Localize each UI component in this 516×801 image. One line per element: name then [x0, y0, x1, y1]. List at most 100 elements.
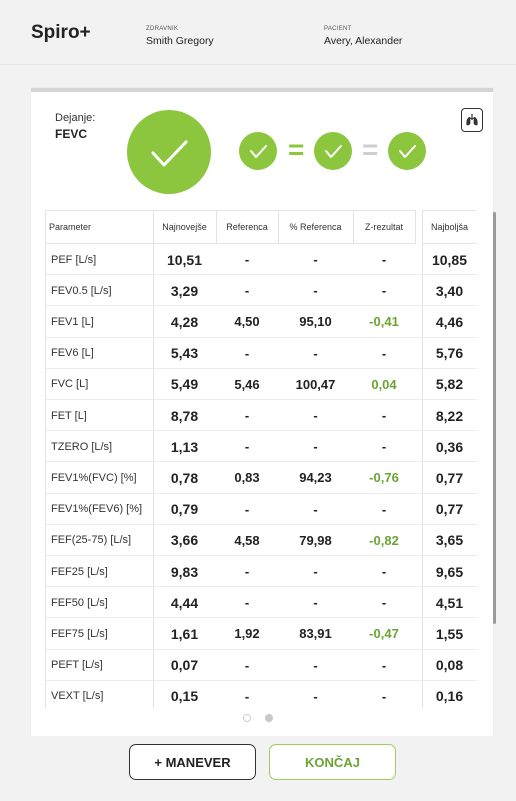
row-latest: 8,78 [170, 407, 199, 424]
results-table[interactable]: Parameter Najnovejše Referenca % Referen… [45, 210, 477, 708]
row-percent-reference: 95,10 [299, 314, 332, 330]
row-z-score: - [381, 501, 387, 517]
row-percent-reference: 79,98 [299, 532, 332, 548]
row-percent-reference: - [313, 345, 318, 361]
trial-2-check-icon [314, 132, 352, 170]
row-param: FEV6 [L] [51, 347, 94, 360]
row-best: 0,08 [435, 657, 464, 674]
app-title: Spiro+ [31, 22, 91, 43]
table-row: FEV1%(FEV6) [%] 0,79 - - - 0,77 [45, 494, 477, 525]
grid-line [278, 210, 279, 244]
table-row: FEF25 [L/s] 9,83 - - - 9,65 [45, 556, 477, 588]
table-scrollbar[interactable] [493, 212, 496, 624]
table-row: FEV6 [L] 5,43 - - - 5,76 [45, 338, 477, 369]
equals-sign-match: = [288, 134, 305, 165]
row-best: 5,82 [435, 376, 464, 393]
row-best: 4,51 [435, 594, 464, 611]
row-param: FEV1%(FVC) [%] [51, 471, 137, 484]
row-reference: 0,83 [234, 470, 260, 486]
trial-3-check-icon [388, 132, 426, 170]
row-percent-reference: - [313, 408, 318, 423]
table-row: FVC [L] 5,49 5,46 100,47 0,04 5,82 [45, 369, 477, 400]
table-row: FEF50 [L/s] 4,44 - - - 4,51 [45, 587, 477, 619]
row-percent-reference: - [313, 283, 318, 299]
patient-info: PACIENT Avery, Alexander [324, 26, 402, 47]
row-param: FEF75 [L/s] [51, 627, 108, 640]
row-percent-reference: - [313, 595, 318, 611]
row-best: 0,77 [435, 469, 464, 486]
row-best: 10,85 [431, 251, 468, 268]
row-latest: 3,66 [170, 532, 199, 549]
row-param: PEFT [L/s] [51, 659, 103, 672]
header-percent-reference: % Referenca [278, 210, 353, 244]
row-latest: 3,29 [170, 282, 199, 299]
table-row: TZERO [L/s] 1,13 - - - 0,36 [45, 431, 477, 463]
row-z-score: -0,82 [369, 532, 399, 548]
row-z-score: - [381, 688, 387, 704]
row-latest: 0,15 [170, 688, 199, 705]
table-row: FEF(25-75) [L/s] 3,66 4,58 79,98 -0,82 3,65 [45, 525, 477, 556]
row-param: FEF25 [L/s] [51, 565, 108, 578]
row-z-score: - [381, 283, 387, 299]
row-best: 5,76 [435, 345, 464, 362]
grid-line [216, 210, 217, 244]
table-row: FEV0.5 [L/s] 3,29 - - - 3,40 [45, 275, 477, 307]
doctor-info: ZDRAVNIK Smith Gregory [146, 26, 214, 47]
row-z-score: - [381, 564, 387, 579]
add-maneuver-button[interactable]: + MANEVER [129, 744, 256, 780]
row-best: 4,46 [435, 313, 464, 330]
row-best: 3,65 [435, 532, 464, 549]
row-reference: - [244, 564, 250, 579]
table-row: PEFT [L/s] 0,07 - - - 0,08 [45, 650, 477, 681]
row-z-score: -0,47 [369, 626, 399, 642]
lungs-icon-button[interactable] [461, 108, 483, 132]
row-best: 9,65 [435, 563, 464, 580]
table-row: FEF75 [L/s] 1,61 1,92 83,91 -0,47 1,55 [45, 618, 477, 650]
row-percent-reference: - [313, 501, 318, 517]
row-param: FEV0.5 [L/s] [51, 284, 112, 297]
row-param: FVC [L] [51, 378, 89, 391]
row-param: VEXT [L/s] [51, 690, 104, 703]
row-reference: - [244, 501, 250, 517]
page-dot-1[interactable] [243, 714, 251, 722]
lungs-icon [466, 114, 478, 126]
row-param: PEF [L/s] [51, 253, 97, 266]
table-row: VEXT [L/s] 0,15 - - - 0,16 [45, 681, 477, 708]
row-z-score: - [381, 408, 387, 423]
overall-check-icon [127, 110, 211, 194]
trial-1-check-icon [239, 132, 277, 170]
row-reference: 4,50 [234, 314, 260, 330]
row-latest: 1,13 [170, 438, 199, 455]
grid-line [353, 210, 354, 244]
header-z-score: Z-rezultat [353, 210, 415, 244]
doctor-name: Smith Gregory [146, 35, 214, 47]
header-reference: Referenca [216, 210, 278, 244]
row-latest: 5,43 [170, 345, 199, 362]
row-percent-reference: 94,23 [299, 470, 332, 486]
grid-line [415, 210, 416, 244]
row-z-score: - [381, 595, 387, 611]
row-latest: 0,07 [170, 657, 199, 674]
row-percent-reference: - [313, 564, 318, 579]
row-z-score: -0,76 [369, 470, 399, 486]
grid-line [153, 210, 154, 708]
row-reference: - [244, 439, 250, 455]
row-latest: 0,79 [170, 501, 199, 518]
row-latest: 9,83 [170, 563, 199, 580]
table-row: FET [L] 8,78 - - - 8,22 [45, 400, 477, 432]
row-param: FEF(25-75) [L/s] [51, 534, 132, 547]
doctor-label: ZDRAVNIK [146, 26, 179, 32]
action-value: FEVC [55, 127, 88, 141]
row-best: 0,36 [435, 438, 464, 455]
row-best: 0,77 [435, 501, 464, 518]
row-reference: - [244, 688, 250, 704]
table-row: FEV1%(FVC) [%] 0,78 0,83 94,23 -0,76 0,77 [45, 462, 477, 494]
row-best: 8,22 [435, 407, 464, 424]
row-reference: - [244, 657, 250, 673]
finish-button[interactable]: KONČAJ [269, 744, 396, 780]
page-dot-2[interactable] [265, 714, 273, 722]
row-best: 0,16 [435, 688, 464, 705]
row-percent-reference: 100,47 [295, 376, 336, 392]
row-z-score: - [381, 439, 387, 455]
row-reference: 5,46 [234, 376, 260, 392]
